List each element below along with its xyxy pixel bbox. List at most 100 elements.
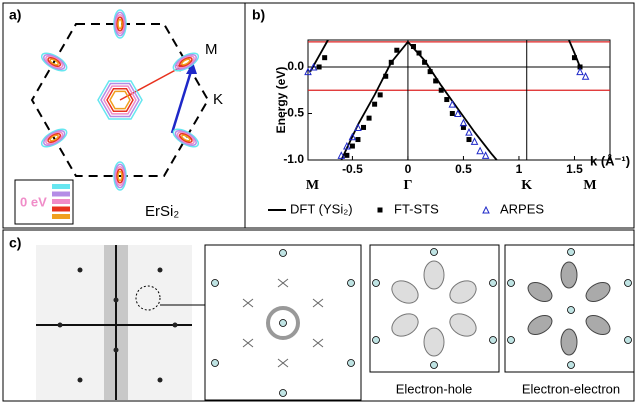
lattice-dot <box>507 279 515 287</box>
marker <box>571 55 577 61</box>
lattice-dot <box>430 248 438 256</box>
legend-label: 0 eV <box>20 194 47 209</box>
marker <box>466 137 472 143</box>
y-tick-label: -1.0 <box>283 152 304 166</box>
legend-swatch <box>52 206 70 212</box>
arrow-head <box>186 62 197 74</box>
marker <box>366 115 372 121</box>
x-tick-label: -0.5 <box>342 162 363 176</box>
contour <box>172 128 200 148</box>
ft-spot <box>157 267 163 273</box>
contour <box>116 16 124 32</box>
marker <box>343 141 351 150</box>
lattice-dot <box>489 336 497 344</box>
marker <box>410 44 416 50</box>
panel-label: c) <box>9 235 21 251</box>
legend-label: ARPES <box>500 201 544 216</box>
symmetry-label: M <box>583 178 596 193</box>
contour <box>47 56 62 68</box>
legend-label: FT-STS <box>394 201 439 216</box>
contour <box>43 54 66 70</box>
marker <box>577 64 583 70</box>
marker <box>482 205 490 214</box>
marker <box>349 143 355 149</box>
contour <box>174 130 197 146</box>
marker <box>459 118 468 127</box>
x-tick-label: 1.5 <box>566 162 583 176</box>
contour <box>103 85 137 115</box>
contour <box>47 132 62 144</box>
contour <box>181 134 191 142</box>
pocket <box>449 313 477 337</box>
pocket <box>527 315 553 335</box>
marker <box>309 62 318 71</box>
lattice-dot <box>372 336 380 344</box>
ft-spot <box>113 347 119 353</box>
marker <box>576 67 584 76</box>
fermi-surface: M K ErSi₂ 0 eV <box>14 9 223 225</box>
marker <box>427 69 433 75</box>
legend-label: DFT (YSi₂) <box>290 201 353 216</box>
pocket <box>560 261 578 289</box>
x-axis-title: k (Å⁻¹) <box>590 153 630 168</box>
marker <box>470 137 479 145</box>
lattice-dot <box>347 359 355 367</box>
lattice-dot <box>624 336 632 344</box>
brillouin-zone <box>30 23 210 177</box>
contour <box>49 58 59 66</box>
contour <box>43 130 66 146</box>
lattice-dot <box>279 249 287 257</box>
legend-swatch <box>52 214 70 219</box>
y-tick-label: 0.0 <box>287 59 304 73</box>
symmetry-label: Γ <box>403 178 412 193</box>
y-tick-label: -0.5 <box>283 106 304 120</box>
lattice-dot <box>211 279 219 287</box>
point-label: K <box>213 91 223 108</box>
pocket <box>423 327 445 357</box>
marker <box>449 110 455 116</box>
marker <box>372 101 378 107</box>
contour <box>114 11 126 37</box>
lattice-dot <box>507 336 515 344</box>
legend-swatch <box>52 199 70 204</box>
marker <box>354 123 362 131</box>
lattice-dot <box>430 361 438 369</box>
ft-spot <box>57 322 63 328</box>
pocket <box>277 278 289 288</box>
x-tick-label: 0 <box>405 162 412 176</box>
ft-spot <box>157 377 163 383</box>
lattice-dot <box>489 279 497 287</box>
marker <box>416 50 422 56</box>
pocket <box>312 298 324 308</box>
contour <box>113 9 127 39</box>
pocket <box>242 298 254 308</box>
ft-spot <box>113 297 119 303</box>
marker <box>476 146 484 155</box>
marker <box>355 137 361 143</box>
marker <box>377 92 383 98</box>
marker <box>481 151 490 159</box>
legend-swatch <box>52 184 70 189</box>
pocket <box>277 358 289 368</box>
marker <box>344 152 350 158</box>
contour <box>116 168 124 184</box>
lattice-dot <box>347 279 355 287</box>
symmetry-label: K <box>521 178 532 193</box>
ft-spot <box>77 267 83 273</box>
material-label: ErSi₂ <box>145 203 179 220</box>
caption: Electron-electron <box>522 381 620 396</box>
pocket <box>391 313 419 337</box>
marker <box>316 64 322 70</box>
panel-c: Electron-hole Electron-electron <box>36 244 635 401</box>
contour <box>113 161 127 191</box>
marker <box>304 67 312 76</box>
lattice-dot <box>211 359 219 367</box>
contour <box>40 128 68 148</box>
marker <box>361 124 367 130</box>
pocket <box>312 338 324 348</box>
contour <box>97 80 143 120</box>
contour <box>49 134 59 142</box>
marker <box>433 78 439 84</box>
lattice-dot <box>624 279 632 287</box>
